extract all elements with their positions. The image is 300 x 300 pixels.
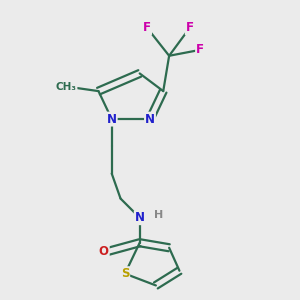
Text: O: O [99, 245, 109, 258]
Text: F: F [186, 21, 194, 34]
Text: F: F [196, 44, 204, 56]
Text: CH₃: CH₃ [56, 82, 76, 92]
Text: F: F [143, 21, 151, 34]
Text: N: N [107, 112, 117, 126]
Text: N: N [145, 112, 155, 126]
Text: N: N [135, 211, 145, 224]
Text: H: H [154, 210, 164, 220]
Text: S: S [121, 267, 129, 280]
